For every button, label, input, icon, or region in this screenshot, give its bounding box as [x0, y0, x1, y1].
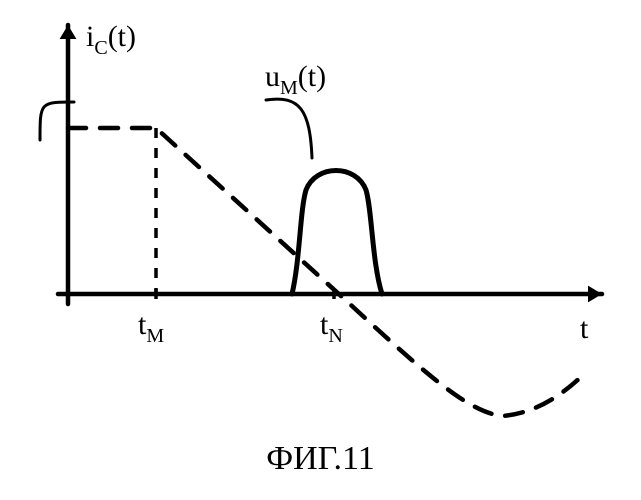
figure-caption: ФИГ.11 — [0, 440, 641, 478]
um-curve-label: uM(t) — [265, 60, 326, 96]
x-axis-arrow — [588, 286, 602, 303]
um-label-leader — [266, 99, 312, 158]
um-curve — [292, 171, 382, 295]
tick-tm-label: tM — [138, 308, 164, 344]
y-axis-label: iC(t) — [86, 20, 136, 56]
x-axis-label: t — [580, 312, 588, 346]
tick-tn-label: tN — [320, 308, 343, 344]
y-axis-arrow — [60, 25, 77, 39]
